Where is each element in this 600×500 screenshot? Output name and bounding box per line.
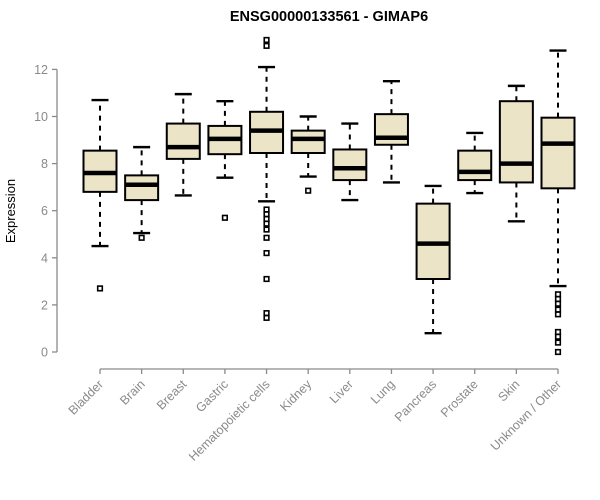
box-lung	[373, 79, 409, 184]
chart-title: ENSG00000133561 - GIMAP6	[230, 9, 428, 25]
box-breast	[165, 92, 201, 197]
y-tick-label: 10	[34, 110, 48, 124]
outlier-point	[263, 249, 270, 257]
outlier-point	[305, 187, 312, 194]
box-brain	[124, 145, 160, 241]
x-category-label: Unknown / Other	[488, 377, 564, 453]
box-bladder	[82, 98, 118, 292]
outlier-point	[138, 234, 145, 241]
iqr-box	[332, 148, 368, 182]
outlier-point	[96, 285, 104, 292]
box-prostate	[457, 131, 493, 195]
y-tick-label: 8	[41, 157, 48, 171]
y-tick-label: 0	[41, 346, 48, 360]
iqr-box	[415, 202, 451, 280]
outlier-point	[263, 36, 270, 44]
x-category-label: Lung	[368, 377, 398, 407]
x-category-label: Breast	[154, 377, 190, 413]
outlier-point	[263, 220, 270, 227]
outlier-point	[263, 211, 270, 218]
outlier-point	[263, 42, 270, 49]
box-unknown-other	[540, 49, 576, 356]
box-gastric	[207, 99, 243, 221]
outlier-point	[554, 333, 562, 340]
x-category-label: Brain	[117, 377, 148, 408]
outlier-point	[221, 214, 229, 221]
outlier-point	[554, 348, 562, 356]
y-tick-label: 6	[41, 204, 48, 218]
x-category-label: Bladder	[66, 377, 106, 417]
y-tick-label: 12	[34, 63, 48, 77]
iqr-box	[373, 113, 409, 146]
x-category-label: Pancreas	[392, 377, 439, 424]
x-category-label: Prostate	[438, 377, 481, 420]
box-liver	[332, 122, 368, 202]
x-category-label: Hematopoietic cells	[186, 377, 273, 464]
plot-area: 0 2 4 6 8 10 12 Bladder Brain Breast GastricHemato…	[34, 36, 576, 464]
y-tick-label: 2	[41, 298, 48, 312]
outlier-point	[263, 314, 270, 321]
x-category-label: Gastric	[193, 377, 231, 415]
outlier-point	[263, 226, 270, 233]
outlier-point	[554, 300, 562, 307]
iqr-box	[290, 129, 326, 155]
box-skin	[498, 84, 534, 223]
y-axis-label: Expression	[3, 179, 18, 243]
iqr-box	[540, 116, 576, 190]
y-tick-label: 4	[41, 251, 48, 265]
iqr-box	[124, 174, 160, 202]
box-kidney	[290, 115, 326, 194]
x-category-label: Skin	[495, 377, 522, 404]
box-pancreas	[415, 184, 451, 335]
iqr-box	[498, 100, 534, 184]
box-hematopoietic-cells	[249, 36, 285, 321]
outlier-point	[263, 275, 270, 283]
x-category-label: Kidney	[277, 377, 314, 414]
outlier-point	[263, 234, 270, 241]
outlier-point	[554, 339, 562, 346]
x-category-label: Liver	[327, 377, 356, 406]
iqr-box	[165, 122, 201, 160]
outlier-point	[554, 311, 562, 318]
iqr-box	[457, 149, 493, 182]
